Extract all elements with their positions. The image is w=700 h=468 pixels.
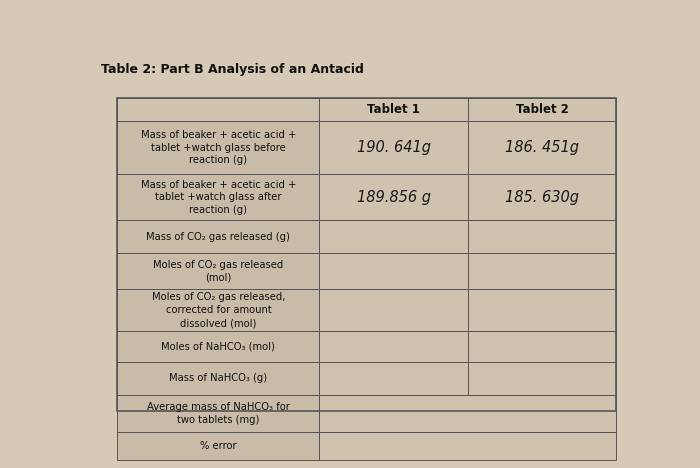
Bar [468, 362, 617, 395]
Text: Table 2: Part B Analysis of an Antacid: Table 2: Part B Analysis of an Antacid [101, 63, 364, 76]
Bar [118, 362, 319, 395]
Bar [118, 432, 319, 460]
Bar [319, 253, 468, 289]
Text: 190. 641g: 190. 641g [357, 140, 430, 155]
Bar [319, 289, 468, 331]
Text: Mass of beaker + acetic acid +
tablet +watch glass after
reaction (g): Mass of beaker + acetic acid + tablet +w… [141, 180, 296, 215]
Text: 186. 451g: 186. 451g [505, 140, 580, 155]
Bar [319, 395, 617, 432]
Bar [468, 98, 617, 121]
Text: Moles of NaHCO₃ (mol): Moles of NaHCO₃ (mol) [162, 342, 275, 352]
Bar [319, 98, 468, 121]
Text: Mass of CO₂ gas released (g): Mass of CO₂ gas released (g) [146, 232, 290, 241]
Bar [118, 98, 617, 411]
Bar [468, 121, 617, 175]
Bar [468, 331, 617, 362]
Text: Tablet 2: Tablet 2 [516, 103, 569, 116]
Text: Moles of CO₂ gas released
(mol): Moles of CO₂ gas released (mol) [153, 260, 284, 282]
Text: 185. 630g: 185. 630g [505, 190, 580, 205]
Bar [319, 220, 468, 253]
Bar [118, 175, 319, 220]
Bar [319, 331, 468, 362]
Bar [468, 175, 617, 220]
Bar [118, 121, 319, 175]
Text: Mass of beaker + acetic acid +
tablet +watch glass before
reaction (g): Mass of beaker + acetic acid + tablet +w… [141, 130, 296, 166]
Bar [118, 220, 319, 253]
Bar [118, 98, 319, 121]
Bar [468, 289, 617, 331]
Bar [319, 121, 468, 175]
Bar [319, 175, 468, 220]
Text: % error: % error [200, 441, 237, 451]
Bar [319, 432, 617, 460]
Bar [468, 220, 617, 253]
Bar [118, 331, 319, 362]
Text: Mass of NaHCO₃ (g): Mass of NaHCO₃ (g) [169, 373, 267, 383]
Text: 189.856 g: 189.856 g [357, 190, 430, 205]
Text: Moles of CO₂ gas released,
corrected for amount
dissolved (mol): Moles of CO₂ gas released, corrected for… [152, 292, 285, 328]
Bar [319, 362, 468, 395]
Bar [468, 253, 617, 289]
Text: Tablet 1: Tablet 1 [368, 103, 420, 116]
Bar [118, 395, 319, 432]
Text: Average mass of NaHCO₃ for
two tablets (mg): Average mass of NaHCO₃ for two tablets (… [147, 402, 290, 424]
Bar [118, 289, 319, 331]
Bar [118, 253, 319, 289]
